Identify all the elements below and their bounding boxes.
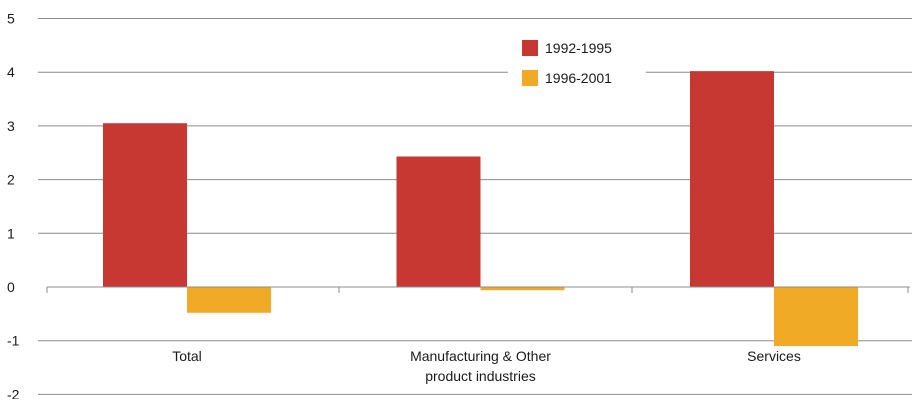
- bar-1992-1995-2: [690, 71, 774, 287]
- x-category-label: Manufacturing & Other: [410, 348, 551, 364]
- legend: 1992-1995 1996-2001: [508, 33, 646, 99]
- y-tick-label: -1: [7, 333, 20, 349]
- x-category-label: Total: [172, 348, 202, 364]
- y-tick-label: 3: [7, 118, 15, 134]
- axis-layer: 5 4 3 2 1 0 -1 -2 Total Manufacturing & Other prod…: [7, 11, 910, 402]
- bar-1996-2001-0: [187, 287, 271, 313]
- bar-1996-2001-2: [774, 287, 858, 347]
- bar-1996-2001-1: [480, 287, 565, 291]
- legend-label-0: 1992-1995: [545, 40, 612, 56]
- y-tick-label: 2: [7, 172, 15, 188]
- y-tick-label: -2: [7, 386, 20, 399]
- x-category-label: Services: [747, 348, 801, 364]
- bar-1992-1995-0: [103, 123, 187, 287]
- y-tick-label: 0: [7, 279, 15, 295]
- y-tick-label: 4: [7, 64, 15, 80]
- legend-swatch-1: [522, 70, 538, 86]
- y-tick-label: 5: [7, 11, 15, 27]
- legend-swatch-0: [522, 40, 538, 56]
- y-tick-label: 1: [7, 225, 15, 241]
- x-category-label: product industries: [425, 368, 536, 384]
- bars-layer: [103, 71, 858, 347]
- bar-1992-1995-1: [396, 156, 481, 287]
- legend-label-1: 1996-2001: [545, 70, 612, 86]
